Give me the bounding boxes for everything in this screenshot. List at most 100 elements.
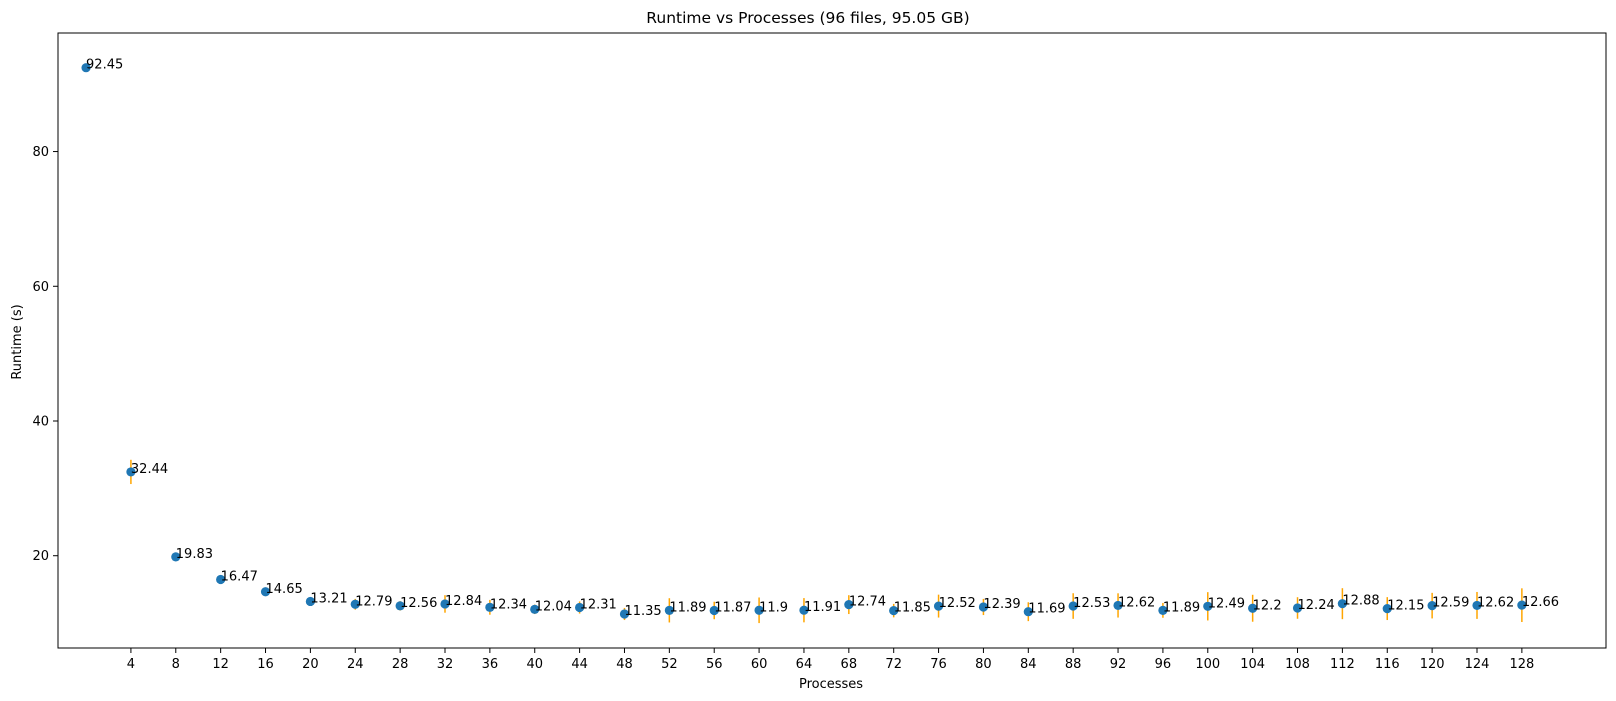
data-point: [1158, 605, 1168, 615]
data-point: [216, 574, 226, 585]
x-tick-label: 92: [1110, 657, 1127, 672]
data-label: 12.56: [400, 596, 437, 611]
data-point: [81, 63, 91, 73]
data-point: [1472, 600, 1482, 611]
x-tick-label: 24: [347, 657, 364, 672]
data-point: [305, 596, 315, 607]
data-label: 12.49: [1208, 596, 1245, 611]
x-tick-label: 44: [571, 657, 588, 672]
data-point: [1517, 600, 1527, 610]
data-label: 12.53: [1073, 596, 1110, 611]
data-point: [1292, 603, 1303, 613]
data-label: 12.34: [490, 597, 527, 612]
data-point: [1023, 607, 1033, 617]
data-point: [440, 599, 450, 609]
data-point: [1427, 601, 1437, 611]
x-tick-label: 12: [212, 657, 229, 672]
data-label: 12.66: [1522, 595, 1559, 610]
data-point: [575, 602, 585, 613]
x-tick-label: 40: [526, 657, 543, 672]
data-label: 12.31: [580, 598, 617, 613]
y-tick-label: 40: [32, 414, 49, 429]
data-label: 14.65: [266, 582, 303, 597]
x-tick-label: 80: [975, 657, 992, 672]
x-tick-label: 88: [1065, 657, 1082, 672]
x-tick-label: 60: [751, 657, 768, 672]
data-point: [171, 552, 181, 562]
data-point: [889, 606, 899, 616]
data-point: [619, 609, 630, 619]
x-tick-label: 36: [482, 657, 499, 672]
chart-marks: [81, 63, 1527, 624]
data-label: 11.9: [759, 600, 788, 615]
data-point: [978, 602, 989, 612]
data-point: [799, 605, 809, 615]
x-tick-label: 112: [1330, 657, 1355, 672]
data-label: 11.87: [714, 600, 751, 615]
y-tick-label: 80: [32, 145, 49, 160]
x-tick-label: 104: [1240, 657, 1265, 672]
x-tick-label: 128: [1509, 657, 1534, 672]
x-tick-label: 4: [127, 657, 135, 672]
data-point: [709, 605, 719, 616]
data-label: 12.2: [1253, 598, 1282, 613]
data-label: 16.47: [221, 569, 258, 584]
y-axis-label: Runtime (s): [10, 304, 25, 379]
data-point: [1382, 603, 1392, 614]
data-label: 12.24: [1298, 598, 1335, 613]
x-tick-label: 20: [302, 657, 319, 672]
data-label: 11.89: [669, 600, 706, 615]
data-point: [126, 467, 136, 477]
x-tick-label: 64: [796, 657, 813, 672]
data-label: 11.35: [624, 604, 661, 619]
plot-frame: [57, 32, 1607, 649]
x-tick-label: 72: [885, 657, 902, 672]
data-point: [260, 587, 271, 597]
x-tick-label: 48: [616, 657, 633, 672]
data-label: 11.69: [1028, 602, 1065, 617]
data-label: 11.85: [894, 601, 931, 616]
data-point: [1248, 603, 1258, 613]
x-tick-label: 100: [1195, 657, 1220, 672]
data-label: 11.91: [804, 600, 841, 615]
x-tick-label: 120: [1420, 657, 1445, 672]
data-label: 32.44: [131, 462, 168, 477]
data-point: [933, 601, 944, 611]
data-label: 19.83: [176, 547, 213, 562]
data-point: [530, 604, 540, 614]
data-point: [664, 605, 674, 615]
data-point: [1337, 599, 1347, 609]
x-tick-label: 68: [841, 657, 858, 672]
x-axis: 4 8 12 16 20 24 28 32 36 40 44 48 52 56 60 64 68 72 76 80 84…: [127, 648, 1534, 672]
data-label: 12.39: [983, 597, 1020, 612]
data-labels: 92.45 32.44 19.83 16.47 14.65 13.21 12.79 12.56…: [86, 58, 1559, 619]
data-point: [1113, 600, 1123, 611]
data-label: 12.04: [535, 599, 572, 614]
y-axis: 20 40 60 80: [32, 145, 58, 564]
data-point: [395, 601, 405, 611]
data-label: 12.79: [355, 594, 392, 609]
data-point: [844, 600, 854, 610]
data-label: 12.62: [1118, 595, 1155, 610]
x-tick-label: 8: [172, 657, 180, 672]
chart-title: Runtime vs Processes (96 files, 95.05 GB…: [646, 9, 969, 27]
data-label: 12.84: [445, 594, 482, 609]
data-point: [485, 602, 495, 612]
data-label: 13.21: [310, 591, 347, 606]
data-label: 92.45: [86, 58, 123, 73]
x-tick-label: 84: [1020, 657, 1037, 672]
data-label: 12.59: [1432, 596, 1469, 611]
data-point: [350, 599, 360, 609]
data-point: [1203, 601, 1213, 611]
data-label: 12.15: [1387, 599, 1424, 614]
x-axis-label: Processes: [799, 677, 863, 692]
data-label: 12.74: [849, 595, 886, 610]
y-tick-label: 20: [32, 549, 49, 564]
x-tick-label: 116: [1375, 657, 1400, 672]
data-label: 12.52: [939, 596, 976, 611]
x-tick-label: 32: [437, 657, 454, 672]
data-label: 12.62: [1477, 595, 1514, 610]
data-point: [754, 605, 764, 615]
